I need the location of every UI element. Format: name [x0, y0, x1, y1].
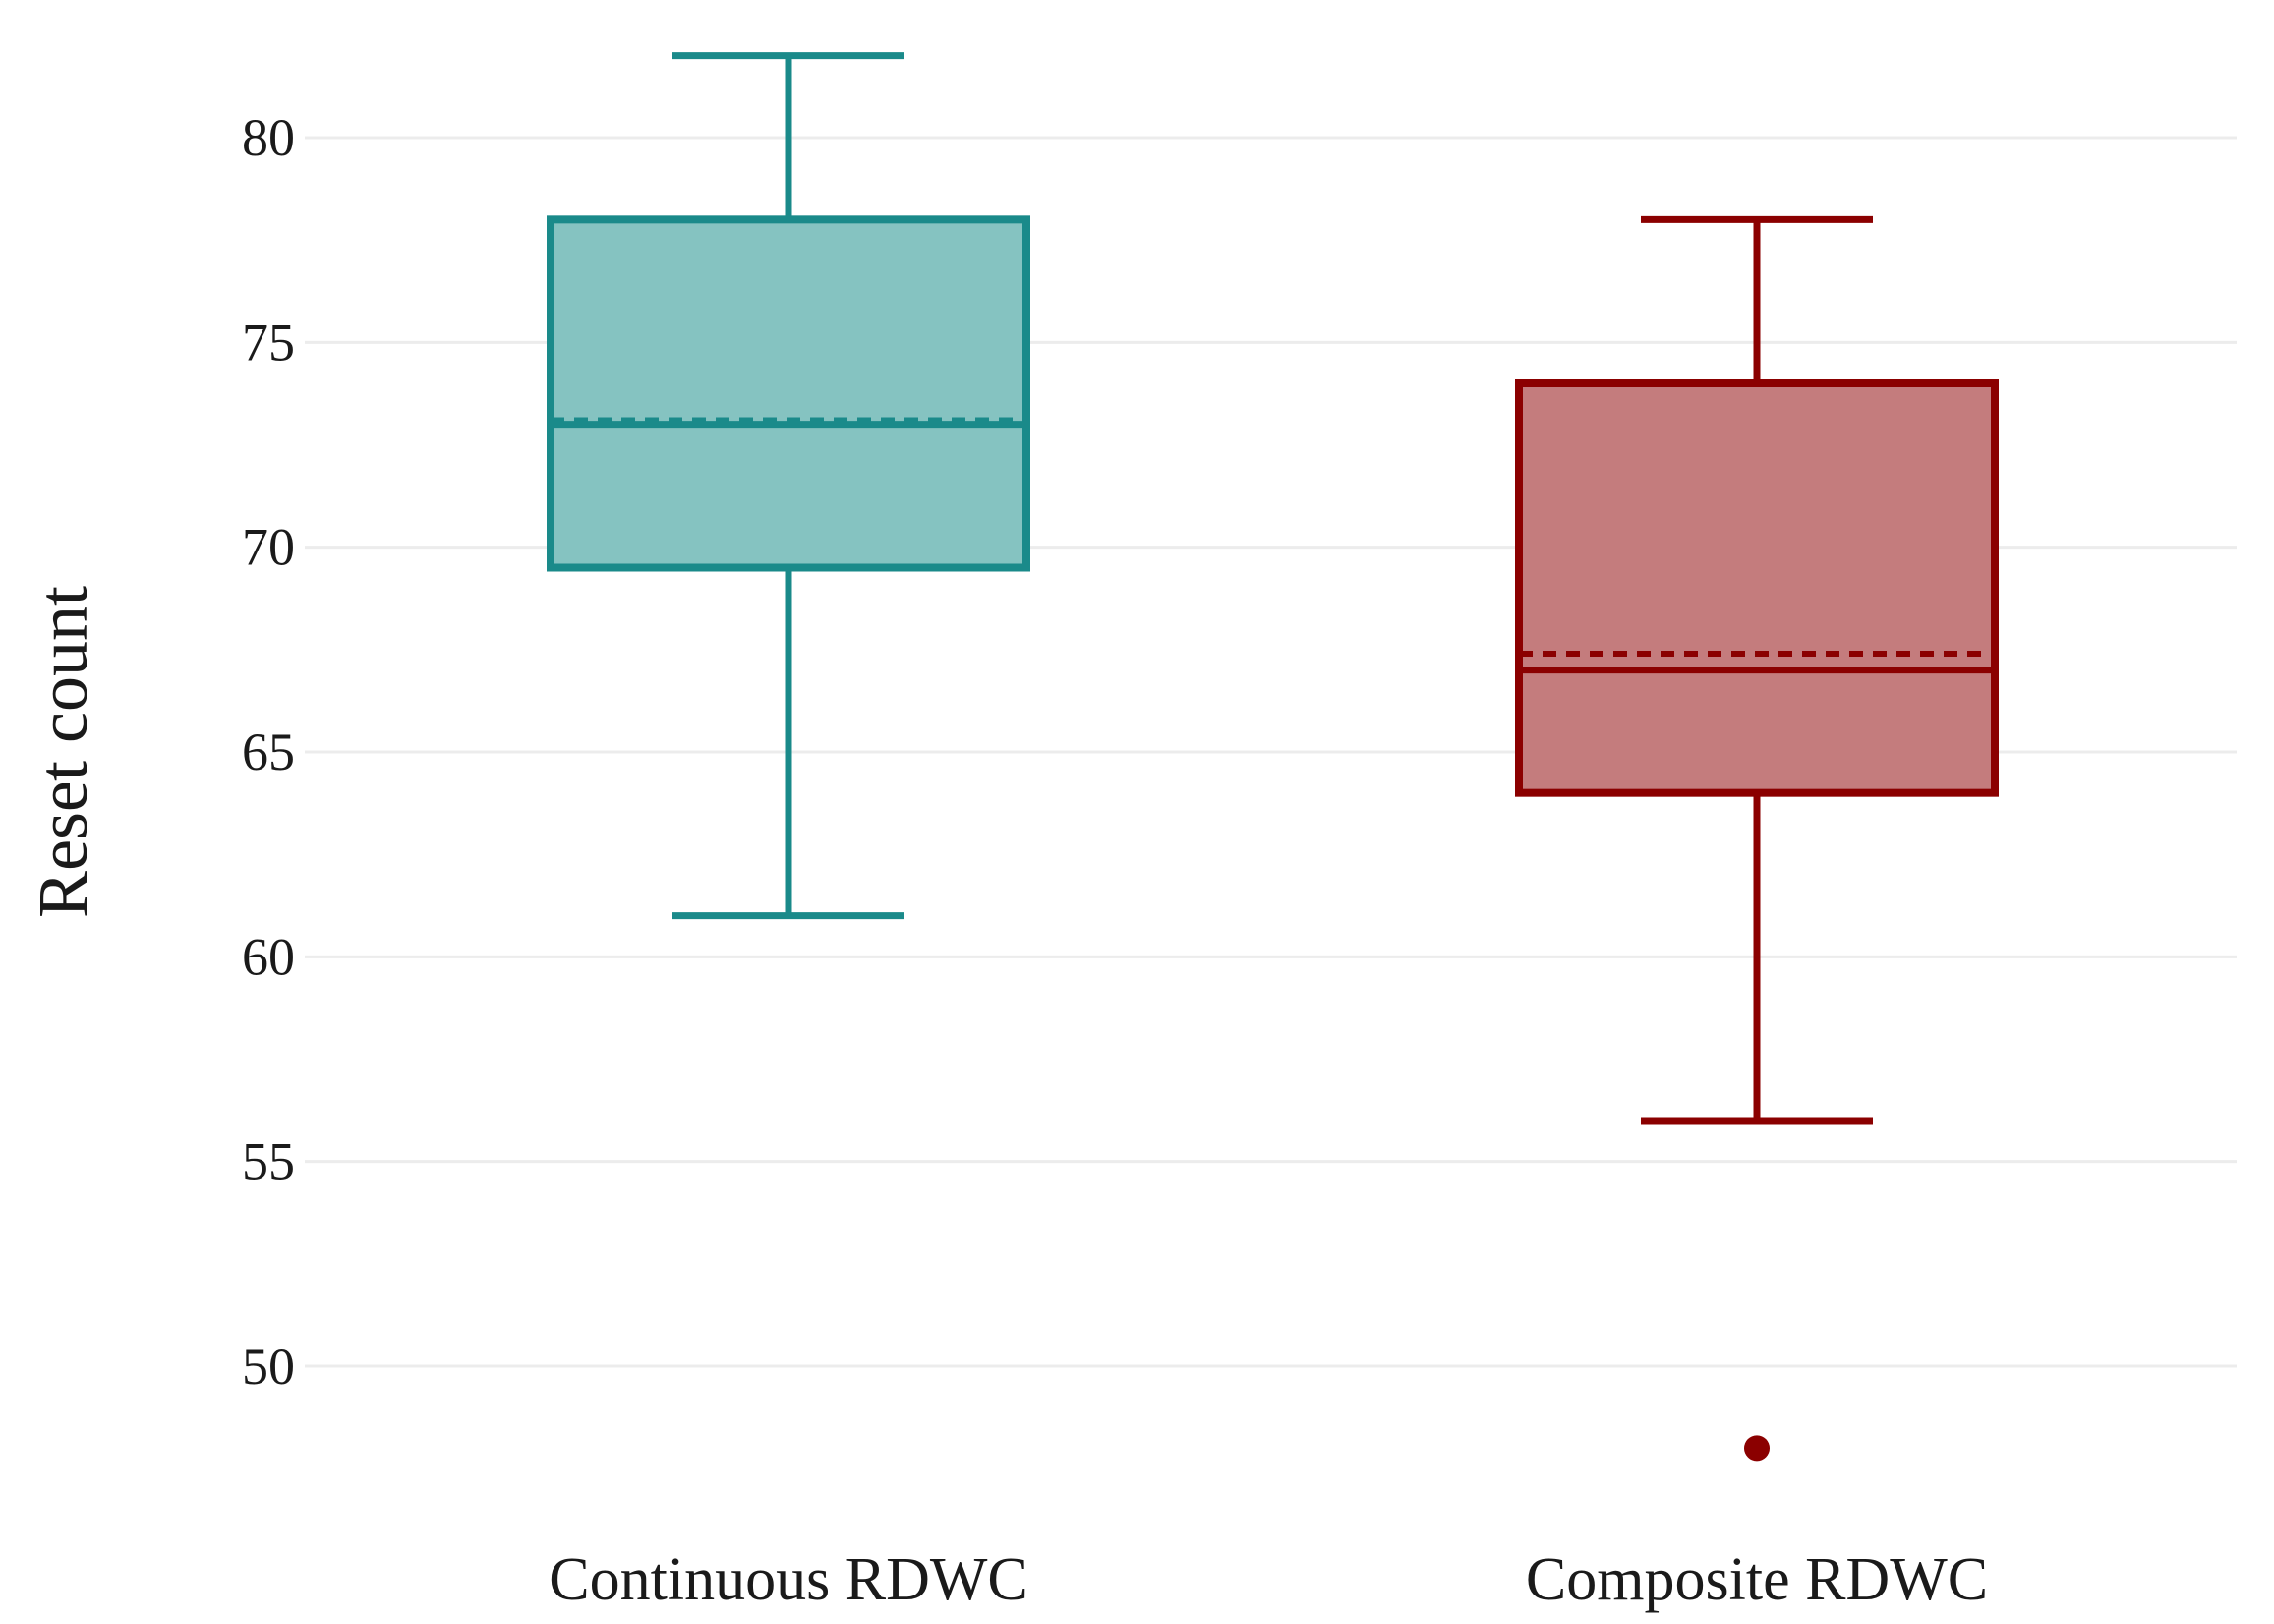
y-axis-ticks: 50 55 60 65 70 75 80 — [242, 108, 295, 1396]
y-axis-title: Reset count — [24, 586, 102, 918]
iqr-box — [547, 215, 1030, 572]
x-axis-categories: Continuous RDWC Composite RDWC — [549, 1546, 1988, 1613]
box-continuous-rdwc — [547, 52, 1030, 920]
y-tick-label-70: 70 — [242, 518, 295, 577]
y-tick-label-50: 50 — [242, 1337, 295, 1396]
boxes — [547, 52, 1999, 1462]
y-tick-label-75: 75 — [242, 313, 295, 372]
y-tick-label-80: 80 — [242, 108, 295, 167]
box-composite-rdwc — [1515, 215, 1999, 1462]
x-category-label-composite-rdwc: Composite RDWC — [1526, 1546, 1988, 1613]
x-category-label-continuous-rdwc: Continuous RDWC — [549, 1546, 1027, 1613]
y-tick-label-65: 65 — [242, 723, 295, 782]
outlier-point — [1744, 1435, 1770, 1462]
y-tick-label-60: 60 — [242, 927, 295, 986]
iqr-box — [1515, 379, 1999, 797]
y-tick-label-55: 55 — [242, 1132, 295, 1191]
